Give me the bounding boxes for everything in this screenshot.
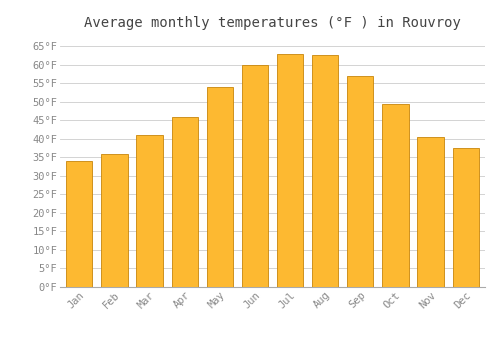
Title: Average monthly temperatures (°F ) in Rouvroy: Average monthly temperatures (°F ) in Ro… xyxy=(84,16,461,30)
Bar xyxy=(452,148,479,287)
Bar xyxy=(418,137,444,287)
Bar xyxy=(66,161,92,287)
Bar xyxy=(312,55,338,287)
Bar xyxy=(102,154,128,287)
Bar xyxy=(277,54,303,287)
Bar xyxy=(242,65,268,287)
Bar xyxy=(382,104,408,287)
Bar xyxy=(347,76,374,287)
Bar xyxy=(136,135,162,287)
Bar xyxy=(172,117,198,287)
Bar xyxy=(206,87,233,287)
